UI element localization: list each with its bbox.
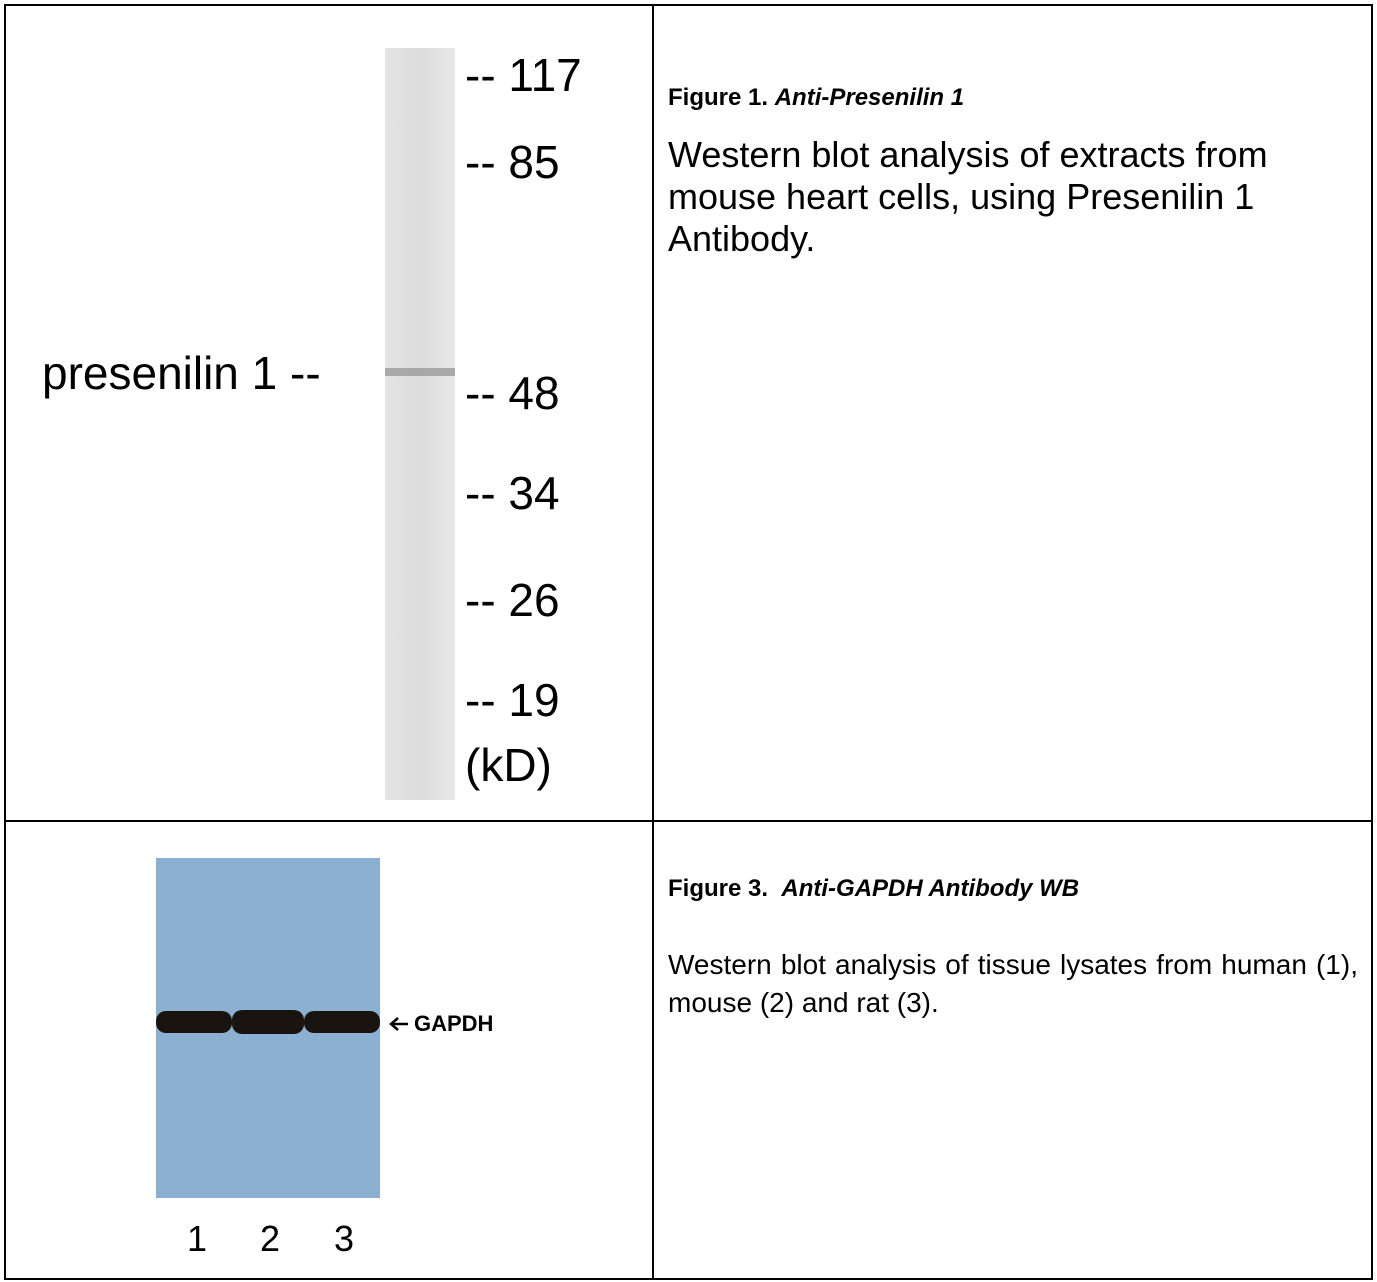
caption-text: Western blot analysis of extracts from m… — [668, 134, 1318, 260]
caption-label: Figure 3. — [668, 875, 768, 902]
marker-label: -- 85 — [465, 139, 560, 185]
marker-label: -- 117 — [465, 52, 582, 98]
caption-text: Western blot analysis of tissue lysates … — [668, 946, 1358, 1022]
arrow — [388, 1014, 412, 1034]
lane-label: 1 — [187, 1218, 207, 1260]
lane-label: 2 — [260, 1218, 280, 1260]
caption-heading: Figure 1. Anti-Presenilin 1 — [668, 84, 964, 112]
protein-band — [156, 1010, 380, 1034]
table-cell — [652, 4, 1373, 822]
blot-image — [150, 852, 390, 1204]
marker-label: -- 48 — [465, 370, 560, 416]
caption-label: Figure 1. — [668, 84, 768, 111]
protein-band — [385, 368, 455, 376]
lane-label: 3 — [334, 1218, 354, 1260]
blot-lane — [380, 44, 460, 804]
caption-title: Anti-GAPDH Antibody WB — [781, 875, 1079, 902]
page: {"figure1": { "band_label": "presenilin … — [0, 0, 1377, 1282]
marker-label: -- 34 — [465, 470, 560, 516]
marker-label: (kD) — [465, 742, 552, 788]
band-label: presenilin 1 -- — [42, 346, 321, 400]
marker-label: -- 19 — [465, 677, 560, 723]
caption-heading: Figure 3. Anti-GAPDH Antibody WB — [668, 875, 1079, 903]
band-label: GAPDH — [414, 1011, 493, 1037]
marker-label: -- 26 — [465, 577, 560, 623]
caption-title: Anti-Presenilin 1 — [775, 84, 964, 111]
